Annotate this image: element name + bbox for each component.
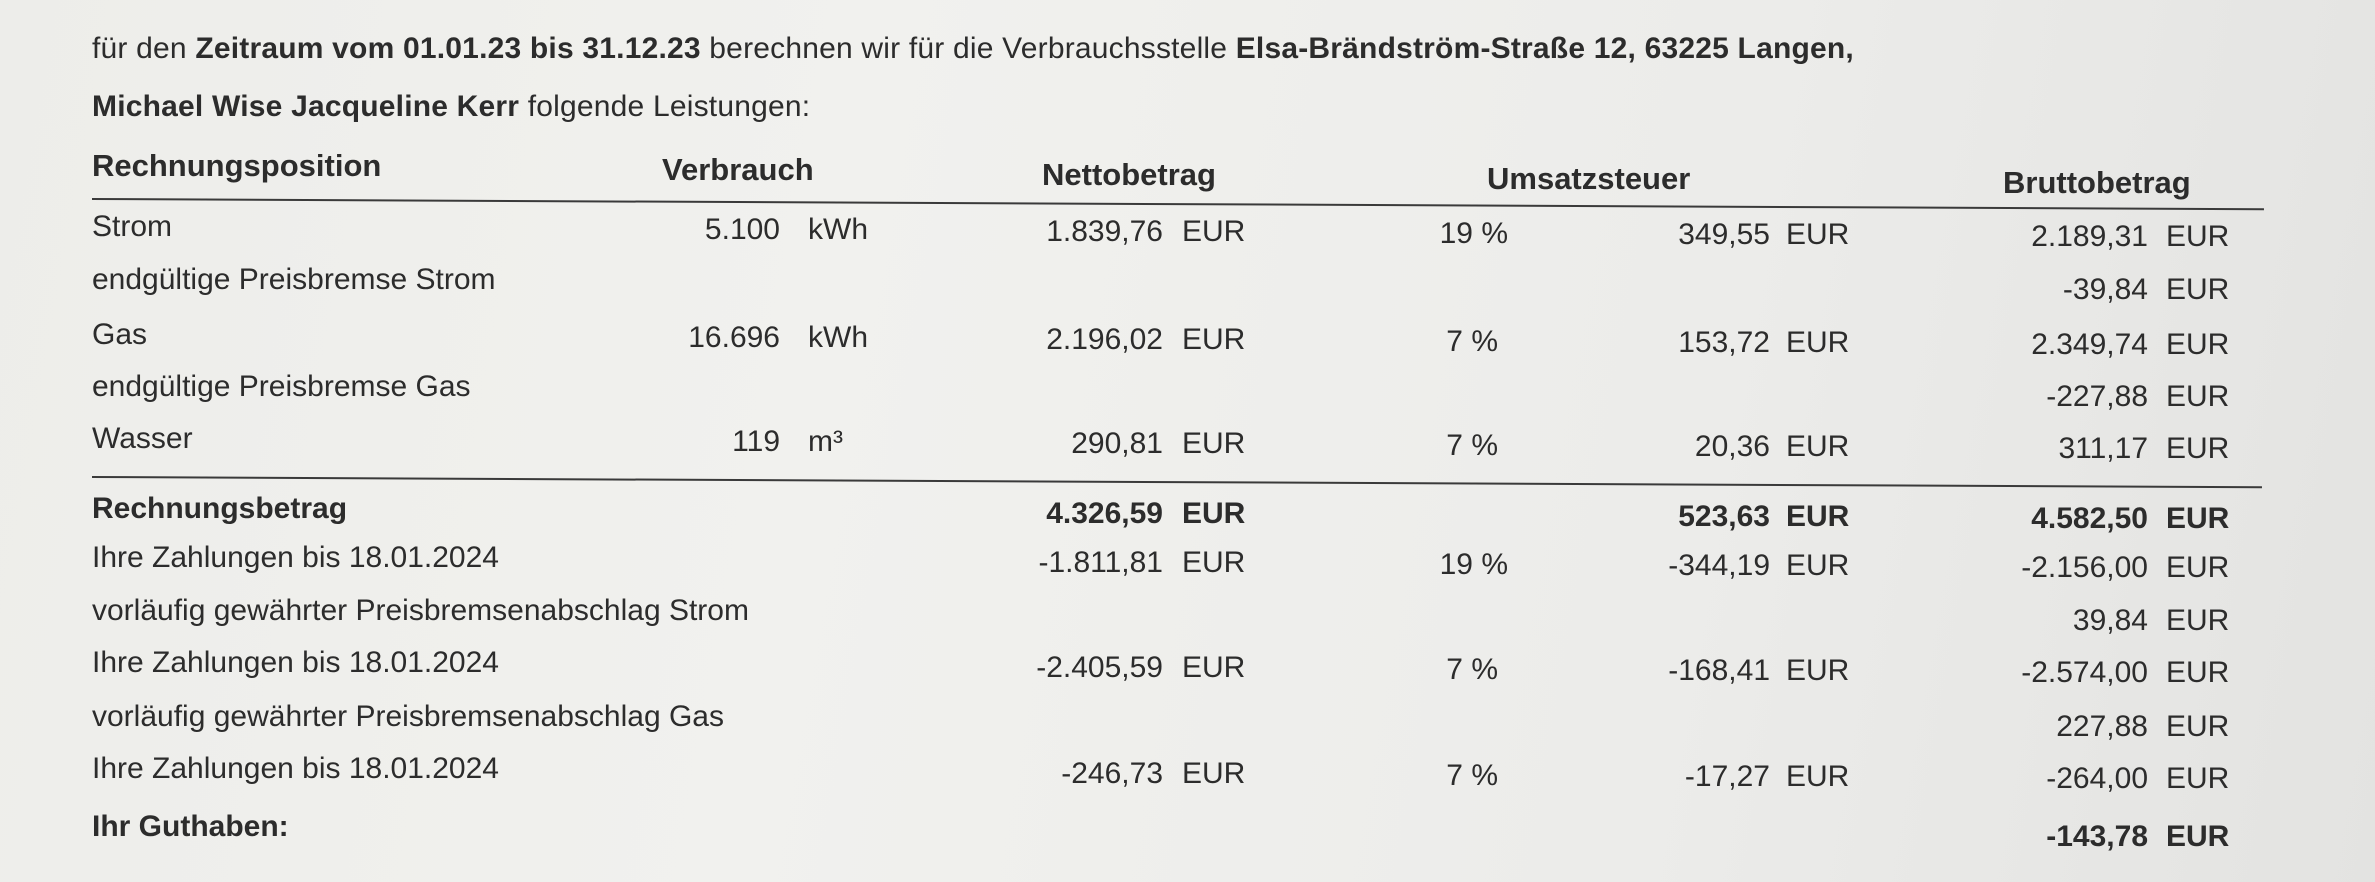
row-qty: 119 [732,425,780,459]
total-label: Rechnungsbetrag [92,492,348,525]
payment-netto: -1.811,81 [1038,546,1163,580]
row-label: Strom [92,210,173,243]
payment-brutto: -264,00 [2046,761,2148,795]
header-position: Rechnungsposition [92,148,382,183]
payment-netto-cur: EUR [1182,546,1246,580]
payment-label: Ihre Zahlungen bis 18.01.2024 [92,646,499,679]
payment-netto: -246,73 [1061,757,1163,791]
billing-period: Zeitraum vom 01.01.23 bis 31.12.23 [195,32,701,65]
consumption-address: Elsa-Brändström-Straße 12, 63225 Langen, [1235,32,1854,65]
intro-line-2: Michael Wise Jacqueline Kerr folgende Le… [92,90,810,124]
payment-label: Ihre Zahlungen bis 18.01.2024 [92,752,499,785]
row-netto: 2.196,02 [1046,323,1163,357]
header-consumption: Verbrauch [662,152,814,187]
intro-line-1: für den Zeitraum vom 01.01.23 bis 31.12.… [92,32,1854,66]
row-unit: kWh [808,321,868,355]
payment-ust: -17,27 [1684,759,1770,793]
payment-rate: 7 % [1446,758,1498,792]
row-brutto: 2.189,31 [2031,219,2148,253]
payment-label: vorläufig gewährter Preisbremsenabschlag… [92,594,749,627]
row-label: Gas [92,318,148,351]
row-ust: 349,55 [1678,217,1770,251]
payment-netto-cur: EUR [1182,651,1246,685]
payment-ust-cur: EUR [1786,653,1850,687]
row-brutto: -39,84 [2062,272,2148,306]
payment-ust: -344,19 [1668,548,1770,582]
payment-netto: -2.405,59 [1036,651,1163,685]
payment-netto-cur: EUR [1182,757,1246,791]
header-vat: Umsatzsteuer [1487,161,1691,196]
total-ust-cur: EUR [1786,499,1850,533]
total-brutto-cur: EUR [2166,501,2230,535]
row-netto: 290,81 [1071,427,1163,461]
row-brutto: 2.349,74 [2031,327,2148,361]
header-rule [91,198,2264,211]
payment-brutto-cur: EUR [2166,550,2230,584]
intro-text: folgende Leistungen: [519,90,811,123]
payment-ust-cur: EUR [1786,759,1850,793]
header-net: Nettobetrag [1042,157,1216,192]
intro-text: berechnen wir für die Verbrauchsstelle [700,32,1236,65]
total-netto-cur: EUR [1182,497,1246,531]
row-rate: 7 % [1446,324,1498,358]
payment-ust: -168,41 [1668,653,1770,687]
row-netto-cur: EUR [1182,427,1246,461]
credit-label: Ihr Guthaben: [92,810,289,843]
header-gross: Bruttobetrag [2003,165,2191,200]
row-label: endgültige Preisbremse Gas [92,370,471,403]
row-brutto: 311,17 [2058,431,2148,465]
row-brutto-cur: EUR [2166,327,2230,361]
row-label: Wasser [92,422,193,455]
payment-rate: 7 % [1446,652,1498,686]
row-netto-cur: EUR [1182,215,1246,249]
credit-brutto-cur: EUR [2166,819,2230,853]
payment-brutto-cur: EUR [2166,709,2230,743]
payment-brutto: 227,88 [2056,709,2148,743]
payment-brutto-cur: EUR [2166,761,2230,795]
row-netto-cur: EUR [1182,323,1246,357]
row-ust: 20,36 [1694,429,1770,463]
total-brutto: 4.582,50 [2031,501,2148,535]
row-brutto-cur: EUR [2166,219,2230,253]
payment-brutto-cur: EUR [2166,603,2230,637]
row-ust-cur: EUR [1786,325,1850,359]
row-brutto-cur: EUR [2166,272,2230,306]
row-qty: 5.100 [704,213,780,247]
row-ust-cur: EUR [1786,429,1850,463]
payment-ust-cur: EUR [1786,548,1850,582]
row-rate: 19 % [1439,216,1508,250]
row-label: endgültige Preisbremse Strom [92,263,496,296]
row-ust-cur: EUR [1786,217,1850,251]
intro-text: für den [92,32,196,65]
payment-label: Ihre Zahlungen bis 18.01.2024 [92,541,499,574]
row-ust: 153,72 [1678,325,1770,359]
total-rule [91,476,2262,489]
payment-rate: 19 % [1439,547,1508,581]
payment-brutto: -2.156,00 [2021,550,2148,584]
row-rate: 7 % [1446,428,1498,462]
customer-names: Michael Wise Jacqueline Kerr [92,90,520,123]
credit-brutto: -143,78 [2046,819,2148,853]
row-netto: 1.839,76 [1046,215,1163,249]
row-unit: kWh [808,213,868,247]
row-brutto-cur: EUR [2166,431,2230,465]
row-qty: 16.696 [688,321,780,355]
payment-brutto: -2.574,00 [2021,655,2148,689]
payment-brutto-cur: EUR [2166,655,2230,689]
row-unit: m³ [808,425,843,459]
payment-label: vorläufig gewährter Preisbremsenabschlag… [92,700,724,733]
row-brutto: -227,88 [2046,379,2148,413]
payment-brutto: 39,84 [2072,603,2148,637]
total-netto: 4.326,59 [1046,497,1163,531]
row-brutto-cur: EUR [2166,379,2230,413]
total-ust: 523,63 [1678,499,1770,533]
